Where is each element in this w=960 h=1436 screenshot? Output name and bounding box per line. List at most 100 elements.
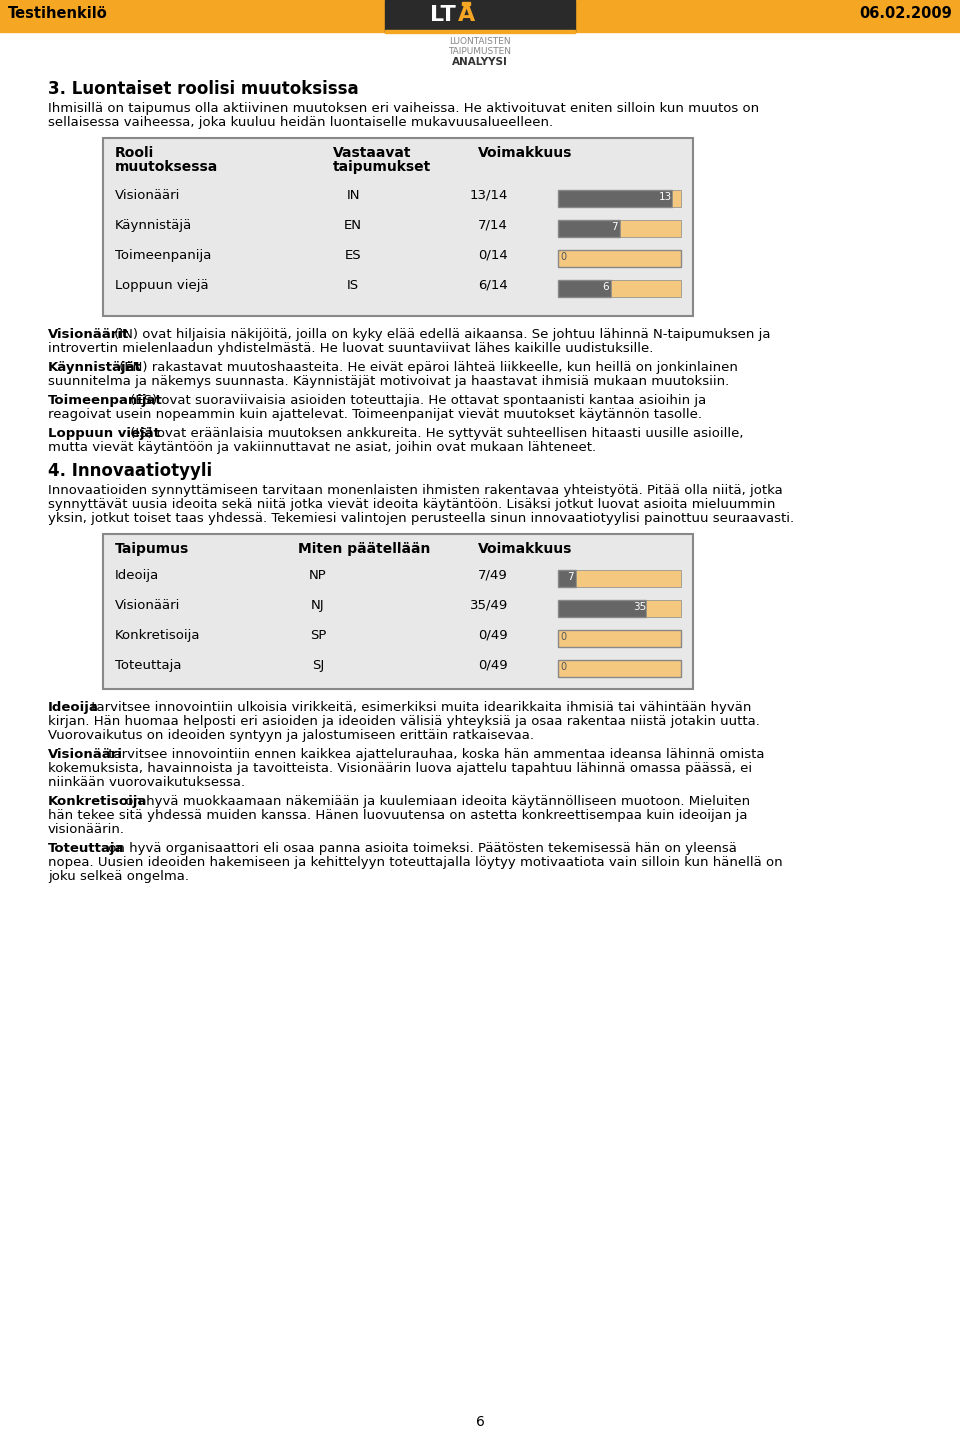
Text: Miten päätellään: Miten päätellään	[298, 541, 430, 556]
Text: on hyvä organisaattori eli osaa panna asioita toimeksi. Päätösten tekemisessä hä: on hyvä organisaattori eli osaa panna as…	[104, 841, 737, 854]
Text: introvertin mielenlaadun yhdistelmästä. He luovat suuntaviivat lähes kaikille uu: introvertin mielenlaadun yhdistelmästä. …	[48, 342, 654, 355]
Text: Testihenkilö: Testihenkilö	[8, 6, 108, 22]
Text: 4. Innovaatiotyyli: 4. Innovaatiotyyli	[48, 462, 212, 480]
Text: NJ: NJ	[311, 599, 324, 612]
Text: 35/49: 35/49	[469, 599, 508, 612]
Text: Käynnistäjät: Käynnistäjät	[48, 360, 142, 373]
Text: joku selkeä ongelma.: joku selkeä ongelma.	[48, 870, 189, 883]
Text: 0: 0	[560, 632, 566, 642]
Text: suunnitelma ja näkemys suunnasta. Käynnistäjät motivoivat ja haastavat ihmisiä m: suunnitelma ja näkemys suunnasta. Käynni…	[48, 375, 730, 388]
Text: 13: 13	[660, 192, 672, 202]
Bar	[385, 30, 575, 33]
Text: SJ: SJ	[312, 659, 324, 672]
Text: 0/49: 0/49	[478, 659, 508, 672]
Text: hän tekee sitä yhdessä muiden kanssa. Hänen luovuutensa on astetta konkreettisem: hän tekee sitä yhdessä muiden kanssa. Hä…	[48, 808, 748, 821]
Text: Konkretisoija: Konkretisoija	[115, 629, 201, 642]
Text: ES: ES	[345, 248, 361, 261]
Text: Taipumus: Taipumus	[115, 541, 189, 556]
Text: visionäärin.: visionäärin.	[48, 823, 125, 836]
Text: 3. Luontaiset roolisi muutoksissa: 3. Luontaiset roolisi muutoksissa	[48, 80, 359, 98]
Text: Vuorovaikutus on ideoiden syntyyn ja jalostumiseen erittäin ratkaisevaa.: Vuorovaikutus on ideoiden syntyyn ja jal…	[48, 729, 534, 742]
Text: (ES) ovat suoraviivaisia asioiden toteuttajia. He ottavat spontaanisti kantaa as: (ES) ovat suoraviivaisia asioiden toteut…	[127, 393, 707, 406]
Text: NP: NP	[309, 569, 326, 582]
Text: Loppuun viejät: Loppuun viejät	[48, 426, 160, 439]
Text: 0: 0	[560, 662, 566, 672]
Text: yksin, jotkut toiset taas yhdessä. Tekemiesi valintojen perusteella sinun innova: yksin, jotkut toiset taas yhdessä. Tekem…	[48, 513, 794, 526]
Text: IN: IN	[347, 190, 360, 202]
Bar	[558, 630, 681, 648]
Bar	[558, 570, 576, 587]
Bar	[385, 0, 575, 32]
Text: (IN) ovat hiljaisia näkijöitä, joilla on kyky elää edellä aikaansa. Se johtuu lä: (IN) ovat hiljaisia näkijöitä, joilla on…	[109, 327, 770, 340]
Text: Ideoija: Ideoija	[48, 701, 99, 714]
Text: Vastaavat: Vastaavat	[333, 146, 412, 159]
Text: LT: LT	[430, 4, 456, 24]
Text: Rooli: Rooli	[115, 146, 155, 159]
Text: Käynnistäjä: Käynnistäjä	[115, 220, 192, 233]
Bar	[0, 0, 960, 32]
Text: 13/14: 13/14	[469, 190, 508, 202]
Bar	[558, 280, 611, 297]
Bar	[558, 190, 672, 207]
Text: taipumukset: taipumukset	[333, 159, 431, 174]
Text: Visionääri: Visionääri	[115, 190, 180, 202]
Text: tarvitsee innovointiin ulkoisia virikkeitä, esimerkiksi muita idearikkaita ihmis: tarvitsee innovointiin ulkoisia virikkei…	[87, 701, 752, 714]
Text: Voimakkuus: Voimakkuus	[478, 541, 572, 556]
Bar	[558, 250, 681, 267]
Bar	[646, 600, 681, 617]
Bar	[558, 661, 681, 676]
Text: LUONTAISTEN: LUONTAISTEN	[449, 37, 511, 46]
Text: niinkään vuorovaikutuksessa.: niinkään vuorovaikutuksessa.	[48, 775, 245, 788]
Text: Voimakkuus: Voimakkuus	[478, 146, 572, 159]
Text: synnyttävät uusia ideoita sekä niitä jotka vievät ideoita käytäntöön. Lisäksi jo: synnyttävät uusia ideoita sekä niitä jot…	[48, 498, 776, 511]
Text: kirjan. Hän huomaa helposti eri asioiden ja ideoiden välisiä yhteyksiä ja osaa r: kirjan. Hän huomaa helposti eri asioiden…	[48, 715, 760, 728]
Text: 06.02.2009: 06.02.2009	[859, 6, 952, 22]
Text: Ideoija: Ideoija	[115, 569, 159, 582]
Text: (IS) ovat eräänlaisia muutoksen ankkureita. He syttyvät suhteellisen hitaasti uu: (IS) ovat eräänlaisia muutoksen ankkurei…	[127, 426, 744, 439]
Text: ANALYYSI: ANALYYSI	[452, 57, 508, 67]
Text: Visionääri: Visionääri	[115, 599, 180, 612]
Bar	[103, 534, 693, 689]
Bar	[103, 138, 693, 316]
Bar	[576, 570, 681, 587]
Text: tarvitsee innovointiin ennen kaikkea ajattelurauhaa, koska hän ammentaa ideansa : tarvitsee innovointiin ennen kaikkea aja…	[104, 748, 764, 761]
Text: Toteuttaja: Toteuttaja	[48, 841, 125, 854]
Text: 7: 7	[612, 223, 618, 233]
Text: nopea. Uusien ideoiden hakemiseen ja kehittelyyn toteuttajalla löytyy motivaatio: nopea. Uusien ideoiden hakemiseen ja keh…	[48, 856, 782, 869]
Text: Toteuttaja: Toteuttaja	[115, 659, 181, 672]
Bar	[558, 600, 646, 617]
Text: 7: 7	[567, 572, 574, 582]
Text: A: A	[458, 4, 475, 24]
Text: Toimeenpanijat: Toimeenpanijat	[48, 393, 163, 406]
Text: 7/49: 7/49	[478, 569, 508, 582]
Bar	[619, 220, 681, 237]
Text: kokemuksista, havainnoista ja tavoitteista. Visionäärin luova ajattelu tapahtuu : kokemuksista, havainnoista ja tavoitteis…	[48, 763, 752, 775]
Text: Visionäärit: Visionäärit	[48, 327, 130, 340]
Text: 0/49: 0/49	[478, 629, 508, 642]
Text: Ihmisillä on taipumus olla aktiivinen muutoksen eri vaiheissa. He aktivoituvat e: Ihmisillä on taipumus olla aktiivinen mu…	[48, 102, 759, 115]
Text: Toimeenpanija: Toimeenpanija	[115, 248, 211, 261]
Text: 35: 35	[633, 602, 646, 612]
Text: 6: 6	[475, 1414, 485, 1429]
Text: reagoivat usein nopeammin kuin ajattelevat. Toimeenpanijat vievät muutokset käyt: reagoivat usein nopeammin kuin ajattelev…	[48, 408, 702, 421]
Text: 0: 0	[560, 251, 566, 261]
Bar	[558, 220, 619, 237]
Text: IS: IS	[347, 279, 359, 292]
Text: Konkretisoija: Konkretisoija	[48, 796, 148, 808]
Text: 0/14: 0/14	[478, 248, 508, 261]
Text: 7/14: 7/14	[478, 220, 508, 233]
Bar	[462, 1, 470, 4]
Text: Loppuun viejä: Loppuun viejä	[115, 279, 208, 292]
Text: mutta vievät käytäntöön ja vakiinnuttavat ne asiat, joihin ovat mukaan lähteneet: mutta vievät käytäntöön ja vakiinnuttava…	[48, 441, 596, 454]
Text: EN: EN	[344, 220, 362, 233]
Text: sellaisessa vaiheessa, joka kuuluu heidän luontaiselle mukavuusalueelleen.: sellaisessa vaiheessa, joka kuuluu heidä…	[48, 116, 553, 129]
Text: Innovaatioiden synnyttämiseen tarvitaan monenlaisten ihmisten rakentavaa yhteist: Innovaatioiden synnyttämiseen tarvitaan …	[48, 484, 782, 497]
Text: (EN) rakastavat muutoshaasteita. He eivät epäroi lähteä liikkeelle, kun heillä o: (EN) rakastavat muutoshaasteita. He eivä…	[115, 360, 738, 373]
Bar	[672, 190, 681, 207]
Text: on hyvä muokkaamaan näkemiään ja kuulemiaan ideoita käytännölliseen muotoon. Mie: on hyvä muokkaamaan näkemiään ja kuulemi…	[121, 796, 750, 808]
Text: SP: SP	[310, 629, 326, 642]
Text: TAIPUMUSTEN: TAIPUMUSTEN	[448, 47, 512, 56]
Bar	[611, 280, 681, 297]
Text: muutoksessa: muutoksessa	[115, 159, 218, 174]
Text: 6: 6	[603, 281, 610, 292]
